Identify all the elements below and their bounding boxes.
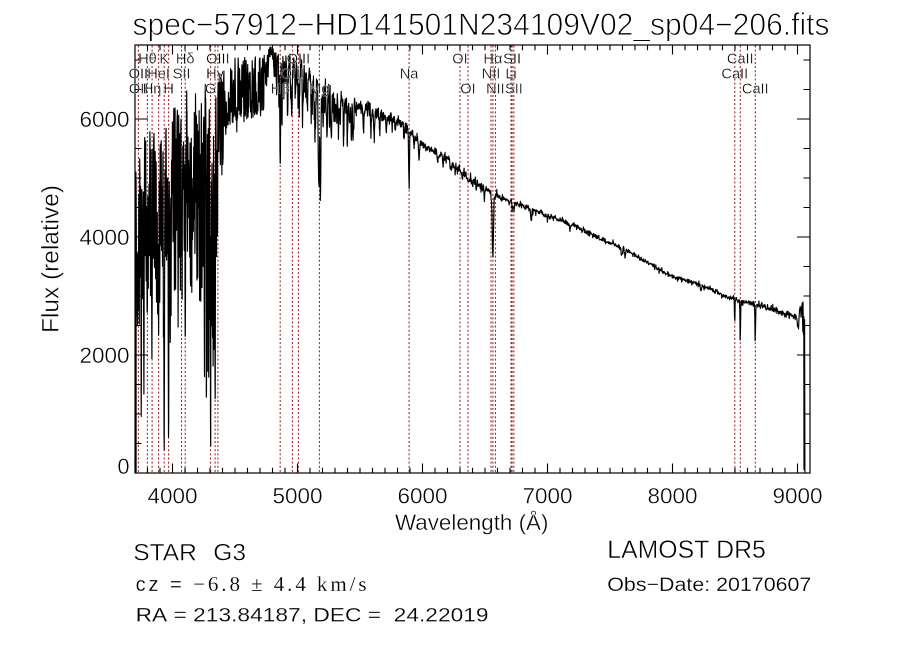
svg-text:6000: 6000 (80, 107, 130, 132)
svg-text:LAMOST DR5: LAMOST DR5 (607, 536, 766, 564)
svg-text:HeI: HeI (147, 67, 170, 83)
svg-text:OIII: OIII (206, 52, 230, 68)
svg-text:RA = 213.84187, DEC = 24.2201: RA = 213.84187, DEC = 24.22019 (136, 605, 489, 626)
svg-text:Obs−Date: 20170607: Obs−Date: 20170607 (607, 574, 811, 596)
svg-text:Na: Na (400, 67, 420, 83)
svg-text:NII: NII (486, 82, 505, 98)
svg-text:Hθ: Hθ (138, 52, 157, 68)
svg-text:OI: OI (452, 52, 467, 68)
svg-text:Mg: Mg (309, 82, 329, 98)
svg-text:OII: OII (129, 67, 148, 83)
svg-text:4000: 4000 (148, 484, 198, 509)
svg-text:Hη: Hη (143, 82, 162, 98)
svg-text:CaII: CaII (721, 67, 748, 83)
svg-text:Hγ: Hγ (206, 67, 225, 83)
svg-text:NII: NII (482, 67, 501, 83)
svg-text:SII: SII (173, 67, 191, 83)
svg-text:OI: OI (460, 82, 475, 98)
svg-text:0: 0 (118, 454, 130, 479)
svg-text:G3: G3 (213, 539, 246, 566)
svg-text:SII: SII (503, 52, 521, 68)
svg-text:cz = −6.8 ± 4.4 km/s: cz = −6.8 ± 4.4 km/s (136, 572, 367, 596)
svg-text:OII: OII (129, 82, 148, 98)
svg-text:OIII: OIII (281, 67, 305, 83)
svg-text:CaII: CaII (742, 82, 769, 98)
svg-text:7000: 7000 (523, 484, 573, 509)
svg-text:G: G (205, 82, 216, 98)
svg-text:STAR: STAR (133, 539, 197, 566)
svg-text:Hβ: Hβ (271, 82, 290, 98)
svg-text:9000: 9000 (773, 484, 823, 509)
svg-text:CaII: CaII (727, 52, 754, 68)
svg-text:6000: 6000 (398, 484, 448, 509)
svg-text:8000: 8000 (648, 484, 698, 509)
svg-text:2000: 2000 (80, 343, 130, 368)
svg-text:5000: 5000 (273, 484, 323, 509)
svg-text:K: K (159, 52, 169, 68)
svg-text:Hδ: Hδ (176, 52, 195, 68)
svg-text:Li: Li (505, 67, 516, 83)
svg-text:spec−57912−HD141501N234109V02_: spec−57912−HD141501N234109V02_sp04−206.f… (133, 6, 830, 42)
svg-text:4000: 4000 (80, 225, 130, 250)
svg-text:Hα: Hα (483, 52, 503, 68)
svg-text:SII: SII (505, 82, 523, 98)
svg-text:Wavelength (Å): Wavelength (Å) (395, 510, 548, 535)
svg-text:Flux (relative): Flux (relative) (38, 185, 65, 333)
svg-text:OIII: OIII (287, 52, 311, 68)
svg-text:H: H (163, 82, 174, 98)
